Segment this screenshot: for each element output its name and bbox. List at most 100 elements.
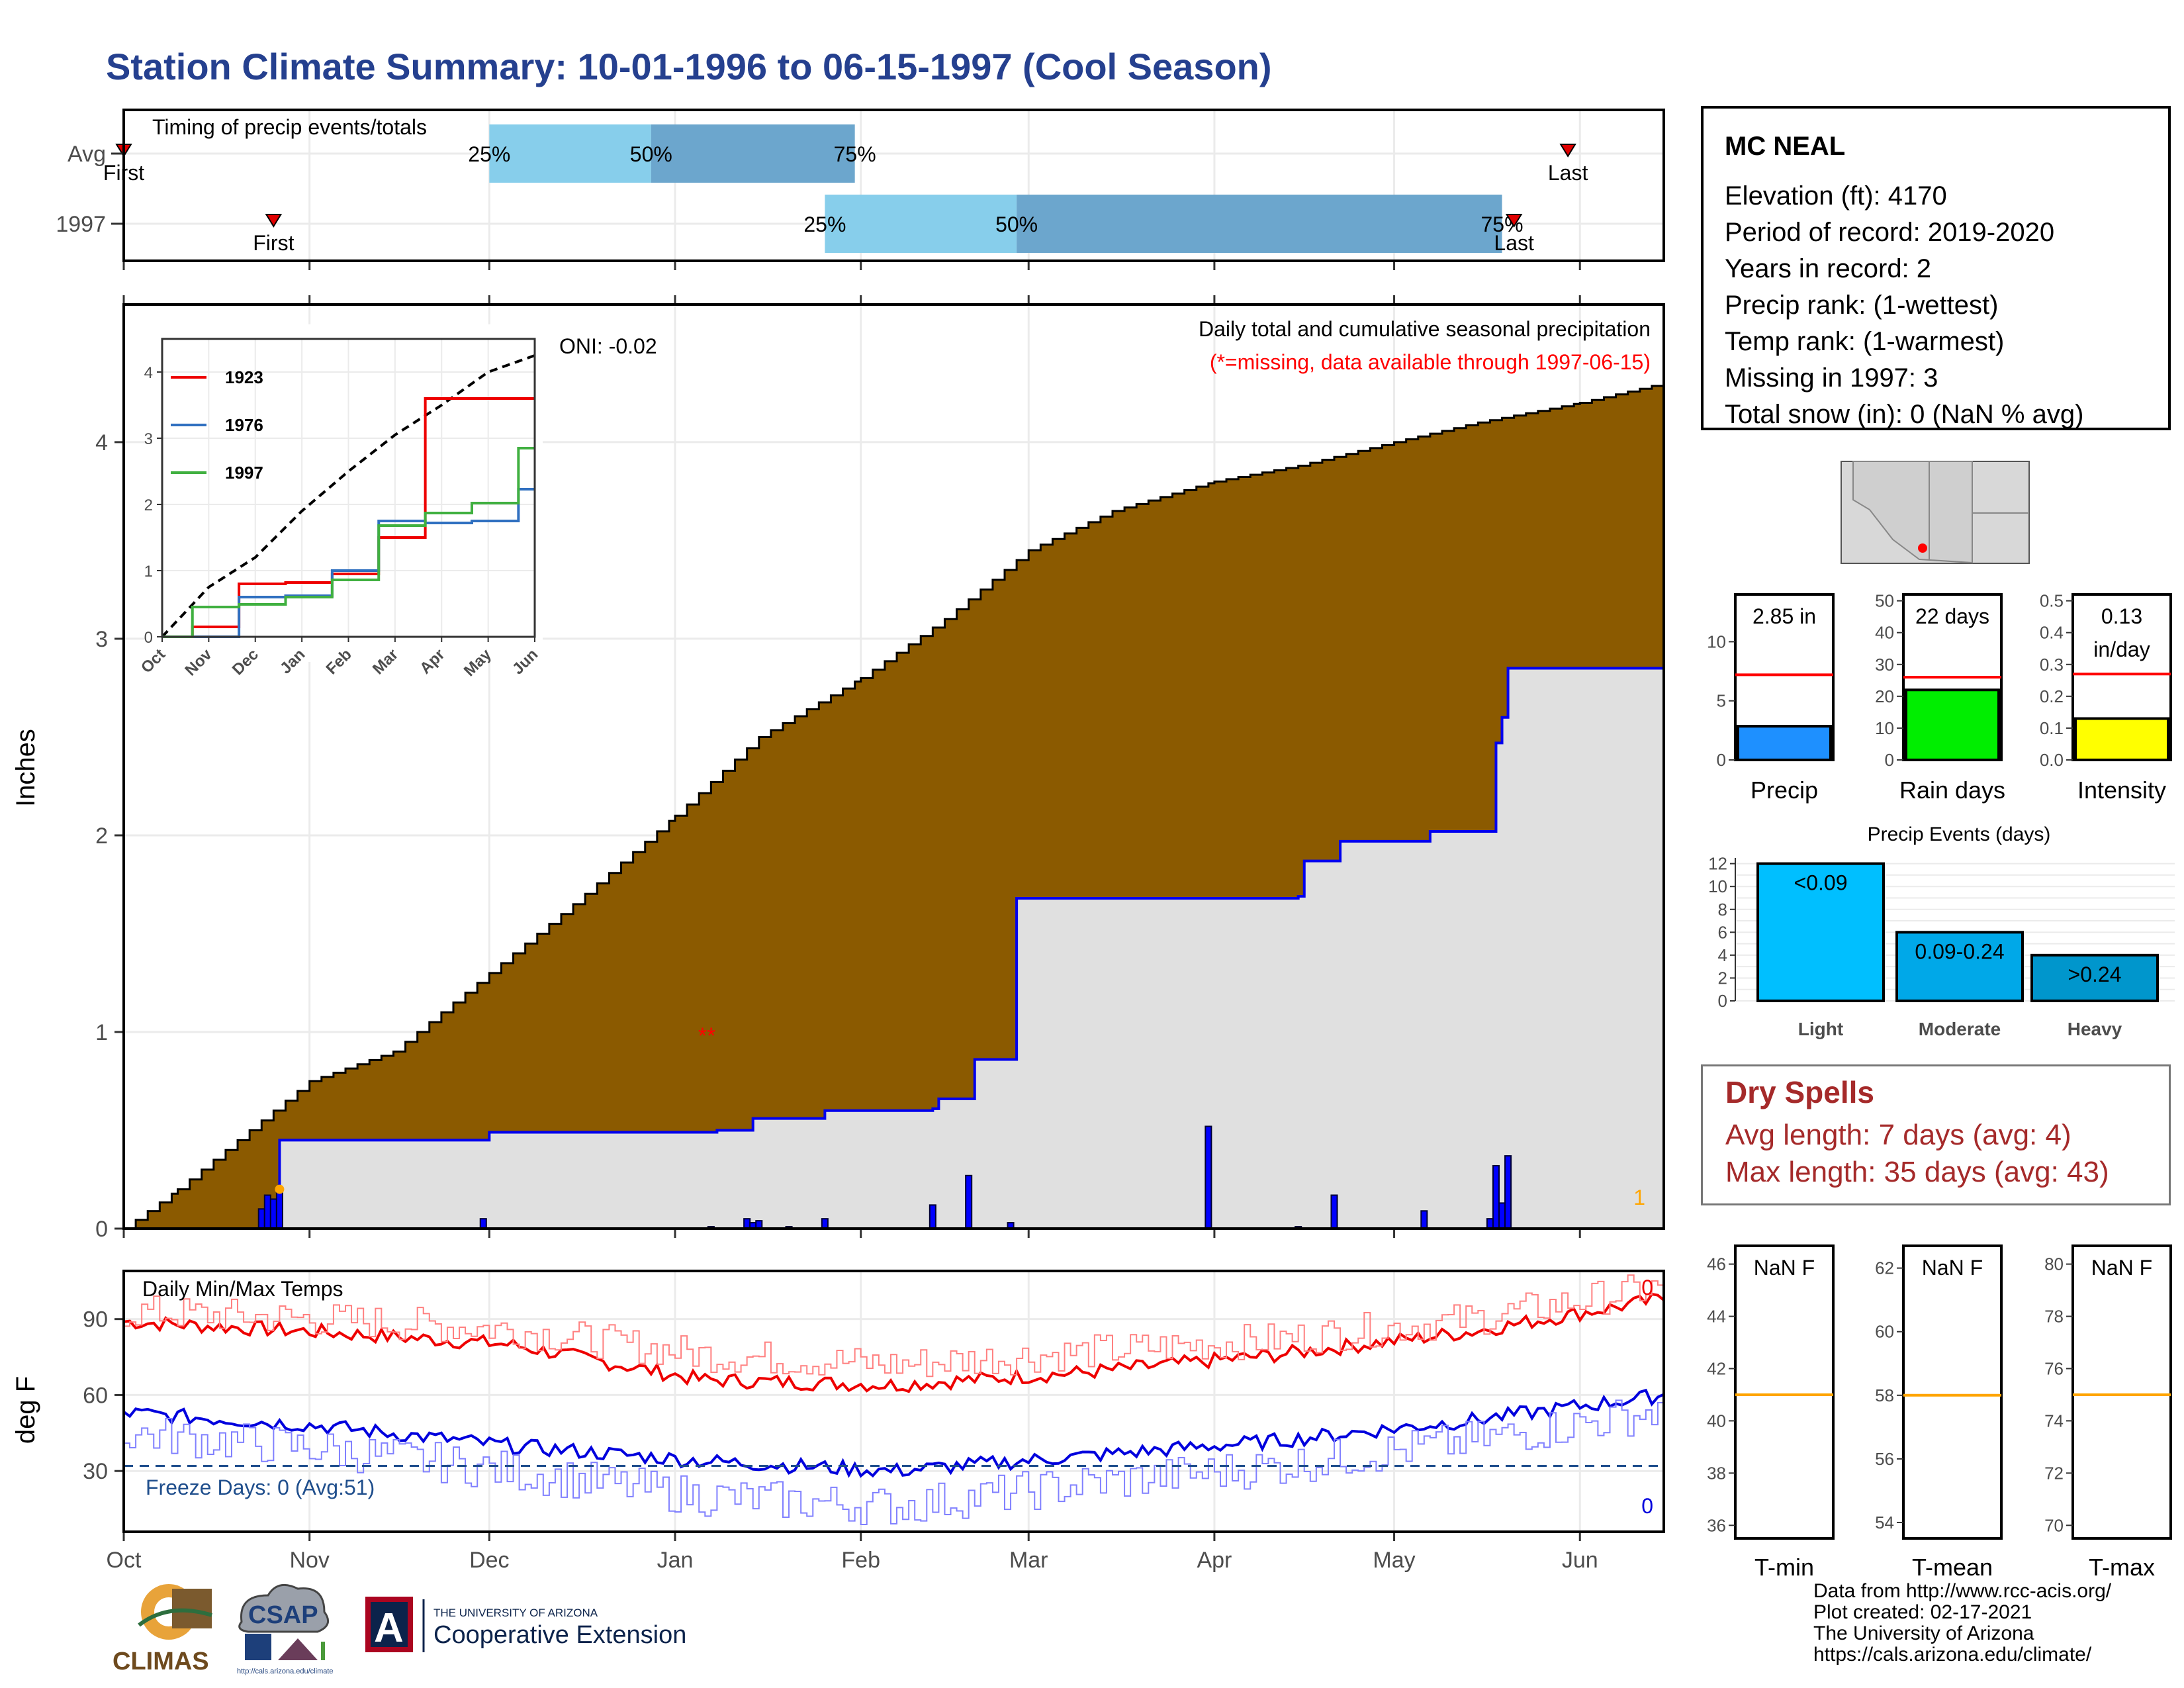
oni-label: ONI: -0.02 <box>559 334 657 358</box>
main-y-axis-label: Inches <box>11 729 40 807</box>
station-precip-rank: Precip rank: (1-wettest) <box>1725 291 1999 320</box>
missing-data-marker: ** <box>698 1023 715 1049</box>
main-y-tick-label: 2 <box>95 823 108 849</box>
inset-year-line-1997 <box>162 447 535 638</box>
mini-bar-value <box>2074 717 2169 761</box>
last-event-marker <box>1505 214 1523 228</box>
mini-bar-tick-label: 40 <box>1875 623 1894 643</box>
daily-precip-bar <box>1504 1155 1512 1230</box>
first-event-marker <box>265 214 283 228</box>
locator-map <box>1841 461 2030 564</box>
inset-y-tick-label: 1 <box>144 563 153 581</box>
temp-box-tick-label: 42 <box>1707 1358 1726 1378</box>
temp-box-tick-label: 60 <box>1875 1322 1894 1342</box>
mini-bar-tick-label: 0.0 <box>2040 750 2064 770</box>
credit-data-source: Data from http://www.rcc-acis.org/ <box>1813 1580 2112 1602</box>
snow-marker <box>275 1184 285 1194</box>
mini-bar-tick-label: 50 <box>1875 591 1894 611</box>
mini-bar-value-label: 2.85 in <box>1752 604 1816 628</box>
inset-legend-label: 1997 <box>225 463 263 483</box>
precip-events-chart: Precip Events (days) <0.09 Light 0.09-0.24 M… <box>1708 823 2175 1039</box>
month-label: Apr <box>1197 1548 1232 1573</box>
mini-bar-tick-label: 0 <box>1885 750 1894 770</box>
station-info-box: MC NEAL Elevation (ft): 4170 Period of r… <box>1701 106 2171 430</box>
temp-box-tick-label: 62 <box>1875 1258 1894 1278</box>
inset-y-tick-label: 3 <box>144 430 153 448</box>
station-location-marker <box>1918 543 1927 553</box>
daily-precip-bar <box>1486 1218 1494 1229</box>
month-label: Jun <box>1562 1548 1598 1573</box>
station-missing: Missing in 1997: 3 <box>1725 363 1938 393</box>
mini-bar-label: Precip <box>1751 776 1818 804</box>
mini-bar-value <box>1737 725 1832 762</box>
dry-spells-max: Max length: 35 days (avg: 43) <box>1725 1156 2109 1188</box>
csap-logo-url: http://cals.arizona.edu/climate <box>237 1667 334 1675</box>
temp-box-tick-label: 58 <box>1875 1385 1894 1405</box>
season-cumulative-area <box>124 668 1664 1229</box>
page-title: Station Climate Summary: 10-01-1996 to 0… <box>106 46 1272 87</box>
temp-box-label: T-min <box>1754 1554 1814 1581</box>
temps-series-line <box>124 1274 1664 1378</box>
temp-box-tick-label: 44 <box>1707 1307 1726 1327</box>
timing-pct-label: 50% <box>630 142 672 166</box>
temp-summary-boxes: NaN F 36 38 40 42 44 46 T-min NaN F 54 56 58 60 62 T-m… <box>1707 1244 2172 1581</box>
main-y-tick-label: 3 <box>95 627 108 652</box>
temp-box-tick-label: 74 <box>2044 1411 2064 1430</box>
inset-y-tick-label: 0 <box>144 629 153 647</box>
events-title: Precip Events (days) <box>1868 823 2051 845</box>
temps-title: Daily Min/Max Temps <box>142 1277 343 1301</box>
temp-box-value: NaN F <box>1922 1256 1983 1280</box>
mini-bar-value-label: 22 days <box>1915 604 1989 628</box>
last-event-label: Last <box>1548 161 1588 185</box>
month-label: May <box>1373 1548 1415 1573</box>
timing-bar-50-75 <box>1017 195 1502 253</box>
temp-box-tick-label: 76 <box>2044 1358 2064 1378</box>
main-chart-title: Daily total and cumulative seasonal prec… <box>1199 317 1651 341</box>
daily-precip-bar <box>479 1218 487 1229</box>
inset-legend-label: 1923 <box>225 367 263 387</box>
credit-university: The University of Arizona <box>1813 1622 2034 1644</box>
freeze-days-label: Freeze Days: 0 (Avg:51) <box>146 1476 375 1499</box>
temp-box-frame <box>1734 1244 1835 1540</box>
temps-y-axis-label: deg F <box>11 1376 40 1444</box>
first-event-label: First <box>253 231 294 255</box>
credits: Data from http://www.rcc-acis.org/ Plot … <box>1813 1581 2111 1665</box>
temps-series-line <box>122 1388 1664 1478</box>
event-bar <box>1756 862 1885 1002</box>
climas-logo-text: CLIMAS <box>113 1648 209 1675</box>
events-tick-label: 2 <box>1718 968 1727 988</box>
credit-plot-date: Plot created: 02-17-2021 <box>1813 1601 2032 1623</box>
max-temp-count: 0 <box>1641 1276 1653 1299</box>
timing-pct-label: 50% <box>995 212 1038 236</box>
temp-box-value: NaN F <box>2091 1256 2152 1280</box>
month-label: Nov <box>289 1548 329 1573</box>
daily-precip-bar <box>1205 1125 1212 1230</box>
temp-box-frame <box>1902 1244 2003 1540</box>
temp-box-tick-label: 56 <box>1875 1449 1894 1469</box>
events-tick-label: 12 <box>1708 854 1727 874</box>
daily-precip-bar <box>1330 1194 1338 1229</box>
temp-box-frame <box>2071 1244 2172 1540</box>
event-bar <box>2030 953 2159 1003</box>
timing-row-label: 1997 <box>56 212 106 237</box>
ua-logo: A THE UNIVERSITY OF ARIZONA Cooperative … <box>365 1597 686 1652</box>
mini-bar-tick-label: 30 <box>1875 655 1894 675</box>
mini-bar-tick-label: 0.5 <box>2040 591 2064 611</box>
mini-bar-value-label: 0.13 <box>2101 604 2142 628</box>
credit-url: https://cals.arizona.edu/climate/ <box>1813 1644 2092 1665</box>
main-y-tick-label: 0 <box>95 1217 108 1238</box>
timing-title: Timing of precip events/totals <box>152 115 427 139</box>
timing-pct-label: 25% <box>468 142 510 166</box>
main-frame <box>122 303 1665 1230</box>
daily-precip-bar <box>263 1194 271 1229</box>
event-bar <box>1895 931 2024 1003</box>
daily-precip-bar <box>1420 1210 1428 1229</box>
station-name: MC NEAL <box>1725 132 1846 161</box>
event-bar-category: Heavy <box>2068 1019 2122 1039</box>
temp-box-tick-label: 72 <box>2044 1463 2064 1483</box>
csap-logo-text: CSAP <box>248 1601 318 1629</box>
temp-box-tick-label: 70 <box>2044 1515 2064 1535</box>
events-tick-label: 4 <box>1718 945 1727 965</box>
corner-count: 1 <box>1633 1186 1645 1209</box>
